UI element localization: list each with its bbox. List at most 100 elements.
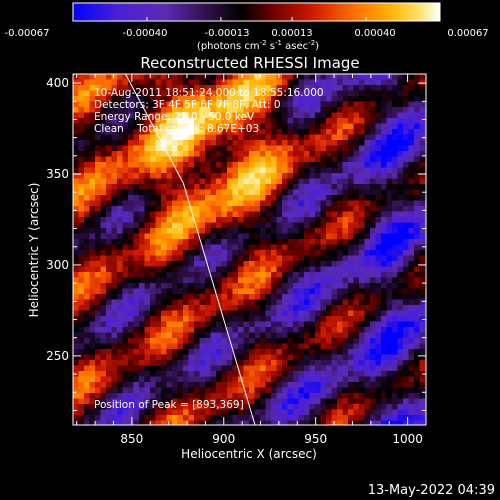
heatmap-cell xyxy=(177,288,184,295)
heatmap-cell xyxy=(326,398,332,405)
heatmap-cell xyxy=(320,189,327,196)
heatmap-cell xyxy=(408,398,415,405)
heatmap-cell xyxy=(309,305,316,311)
heatmap-cell xyxy=(249,233,255,240)
heatmap-cell xyxy=(172,393,178,399)
heatmap-cell xyxy=(271,255,277,262)
heatmap-cell xyxy=(309,354,316,361)
heatmap-cell xyxy=(210,365,217,372)
heatmap-cell xyxy=(353,129,360,135)
heatmap-cell xyxy=(243,200,250,207)
heatmap-cell xyxy=(161,156,167,163)
heatmap-cell xyxy=(249,156,255,163)
info-peak-position: Position of Peak = [893,369] xyxy=(94,399,244,411)
heatmap-cell xyxy=(293,387,299,394)
heatmap-cell xyxy=(78,321,85,328)
heatmap-cell xyxy=(282,134,288,141)
heatmap-cell xyxy=(84,404,90,410)
heatmap-cell xyxy=(353,349,360,355)
heatmap-cell xyxy=(161,398,167,405)
heatmap-cell xyxy=(320,156,327,163)
heatmap-cell xyxy=(381,349,387,355)
heatmap-cell xyxy=(419,178,426,185)
heatmap-cell xyxy=(95,310,101,317)
heatmap-cell xyxy=(381,415,387,421)
heatmap-cell xyxy=(221,250,228,256)
heatmap-cell xyxy=(397,349,404,355)
heatmap-cell xyxy=(320,184,327,190)
heatmap-cell xyxy=(348,129,354,135)
heatmap-cell xyxy=(419,96,426,102)
heatmap-cell xyxy=(89,332,96,339)
heatmap-cell xyxy=(128,96,134,102)
heatmap-cell xyxy=(78,266,85,273)
heatmap-cell xyxy=(172,305,178,311)
heatmap-cell xyxy=(117,101,123,108)
heatmap-cell xyxy=(144,239,151,245)
heatmap-cell xyxy=(183,145,189,152)
heatmap-cell xyxy=(282,195,288,201)
heatmap-cell xyxy=(100,79,107,86)
heatmap-cell xyxy=(304,365,310,372)
heatmap-cell xyxy=(293,140,299,146)
heatmap-cell xyxy=(128,327,134,333)
heatmap-cell xyxy=(254,255,261,262)
heatmap-cell xyxy=(161,338,167,344)
heatmap-cell xyxy=(381,283,387,289)
heatmap-cell xyxy=(320,261,327,267)
heatmap-cell xyxy=(199,393,206,399)
heatmap-cell xyxy=(166,343,173,350)
heatmap-cell xyxy=(221,272,228,278)
heatmap-cell xyxy=(155,321,162,328)
heatmap-cell xyxy=(232,145,239,152)
heatmap-cell xyxy=(287,145,294,152)
heatmap-cell xyxy=(337,222,343,229)
colorbar-gradient xyxy=(72,2,441,22)
heatmap-cell xyxy=(337,288,343,295)
heatmap-cell xyxy=(194,387,200,394)
heatmap-cell xyxy=(353,299,360,306)
heatmap-cell xyxy=(84,420,90,425)
heatmap-cell xyxy=(199,167,206,174)
heatmap-cell xyxy=(128,107,134,113)
heatmap-cell xyxy=(408,222,415,229)
heatmap-cell xyxy=(293,217,299,223)
heatmap-cell xyxy=(265,316,272,322)
heatmap-cell xyxy=(155,162,162,168)
heatmap-cell xyxy=(188,112,195,119)
heatmap-cell xyxy=(117,332,123,339)
heatmap-cell xyxy=(133,90,140,97)
heatmap-cell xyxy=(392,140,398,146)
heatmap-cell xyxy=(100,398,107,405)
heatmap-cell xyxy=(199,178,206,185)
heatmap-cell xyxy=(194,299,200,306)
heatmap-cell xyxy=(265,272,272,278)
heatmap-cell xyxy=(210,112,217,119)
heatmap-cell xyxy=(342,195,349,201)
heatmap-cell xyxy=(397,195,404,201)
heatmap-cell xyxy=(111,349,118,355)
heatmap-cell xyxy=(320,162,327,168)
heatmap-cell xyxy=(298,123,305,130)
heatmap-cell xyxy=(331,365,338,372)
heatmap-cell xyxy=(326,90,332,97)
heatmap-cell xyxy=(364,222,371,229)
heatmap-cell xyxy=(265,74,272,80)
heatmap-cell xyxy=(337,376,343,383)
heatmap-cell xyxy=(166,134,173,141)
heatmap-cell xyxy=(133,365,140,372)
heatmap-cell xyxy=(309,288,316,295)
heatmap-cell xyxy=(161,283,167,289)
heatmap-cell xyxy=(188,173,195,179)
heatmap-cell xyxy=(172,156,178,163)
colorbar-tick-label: 0.00040 xyxy=(354,28,395,39)
heatmap-cell xyxy=(100,85,107,91)
heatmap-cell xyxy=(326,277,332,284)
heatmap-cell xyxy=(331,178,338,185)
heatmap-cell xyxy=(320,250,327,256)
heatmap-cell xyxy=(106,222,112,229)
heatmap-cell xyxy=(216,244,222,251)
heatmap-cell xyxy=(293,85,299,91)
heatmap-cell xyxy=(73,151,79,157)
heatmap-cell xyxy=(293,195,299,201)
